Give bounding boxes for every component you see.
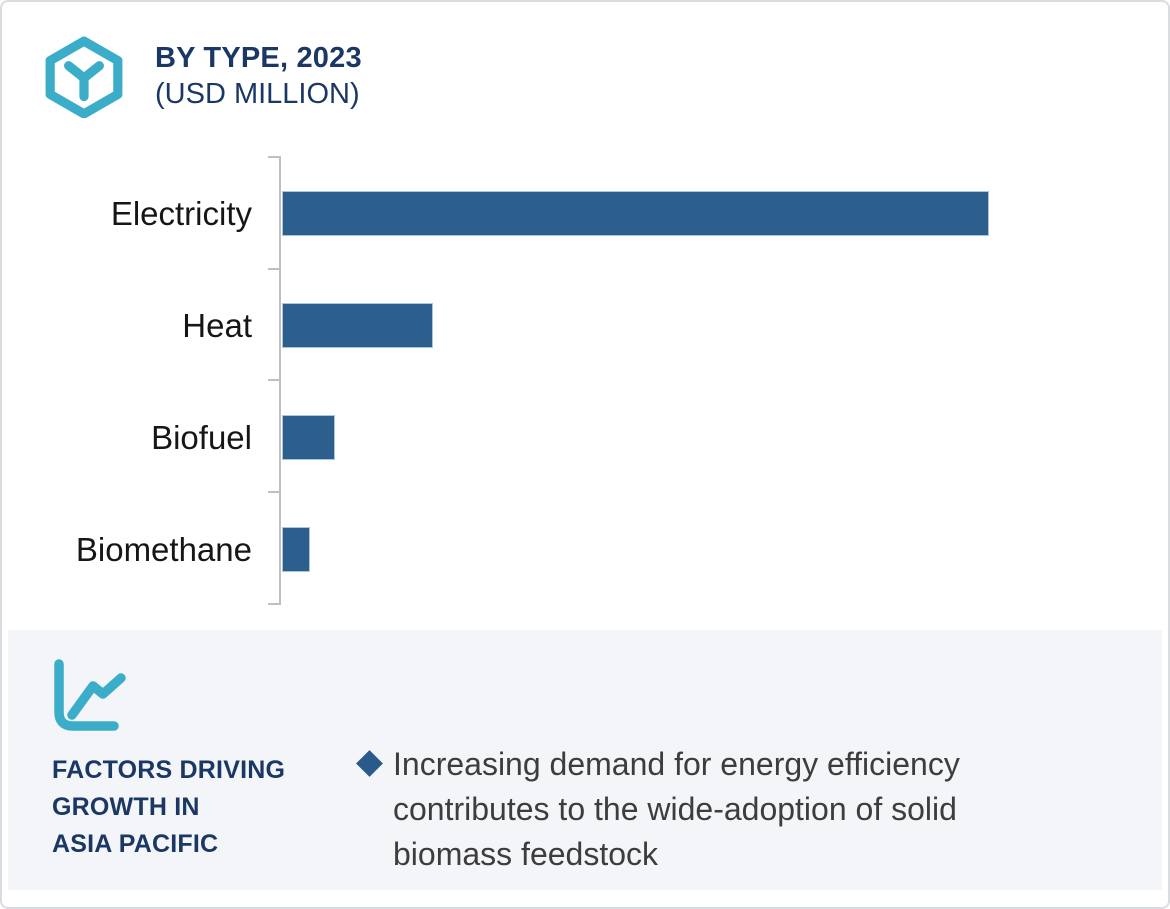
bar-heat: [282, 303, 433, 348]
chart-title: BY TYPE, 2023: [155, 42, 362, 74]
axis-tick: [268, 379, 281, 381]
bar-biomethane: [282, 527, 311, 572]
axis-tick: [268, 603, 281, 605]
category-label-electricity: Electricity: [110, 195, 252, 232]
chart-subtitle: (USD MILLION): [155, 78, 360, 110]
axis-tick: [268, 491, 281, 493]
hexagon-molecule-icon: [45, 36, 123, 118]
axis-tick: [268, 268, 281, 270]
y-axis-line: [279, 157, 281, 605]
chart-header: BY TYPE, 2023 (USD MILLION): [155, 40, 362, 112]
axis-tick: [268, 156, 281, 158]
panel-heading: FACTORS DRIVING GROWTH IN ASIA PACIFIC: [52, 756, 286, 858]
category-label-biomethane: Biomethane: [75, 531, 252, 568]
category-label-biofuel: Biofuel: [151, 419, 252, 456]
category-label-heat: Heat: [182, 307, 252, 344]
bullet-item: Increasing demand for energy efficiency …: [356, 742, 1073, 877]
diamond-bullet-icon: [356, 750, 383, 777]
bullet-text: Increasing demand for energy efficiency …: [393, 746, 960, 872]
factors-panel: FACTORS DRIVING GROWTH IN ASIA PACIFIC I…: [8, 630, 1162, 890]
bar-biofuel: [282, 415, 335, 460]
line-chart-icon: [54, 659, 126, 731]
bar-electricity: [282, 191, 989, 236]
